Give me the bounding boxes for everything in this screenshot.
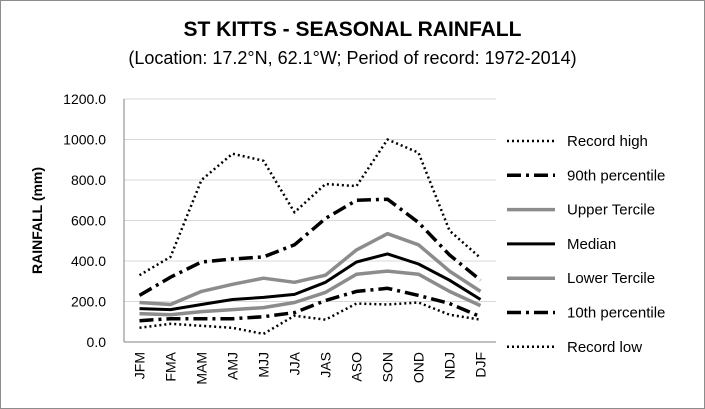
x-tick-labels: JFM FMA MAM AMJ MJJ JJA JAS ASO SON OND NDJ DJF bbox=[132, 351, 489, 384]
y-tick-label: 0.0 bbox=[87, 334, 107, 350]
x-tick-label: MAM bbox=[194, 352, 210, 385]
series-median-line bbox=[139, 252, 482, 312]
legend-label-upper-tercile: Upper Tercile bbox=[567, 202, 655, 219]
x-tick-label: JFM bbox=[132, 352, 148, 379]
y-tick-label: 400.0 bbox=[71, 253, 106, 269]
legend-label-90th-percentile: 90th percentile bbox=[567, 167, 665, 184]
series-lower-tercile-line bbox=[139, 269, 482, 317]
x-tick-label: SON bbox=[380, 352, 396, 382]
series-record-high-line bbox=[138, 138, 482, 277]
x-tick-label: NDJ bbox=[442, 352, 458, 379]
series-10th-percentile-line bbox=[139, 286, 482, 323]
axes bbox=[123, 99, 496, 343]
legend-label-10th-percentile: 10th percentile bbox=[567, 305, 665, 322]
x-tick-label: MJJ bbox=[256, 352, 272, 378]
y-axis-label: RAINFALL (mm) bbox=[29, 167, 45, 274]
series-upper-tercile-line bbox=[139, 231, 482, 307]
legend-label-lower-tercile: Lower Tercile bbox=[567, 270, 655, 287]
x-tick-label: FMA bbox=[163, 351, 179, 381]
x-tick-label: JAS bbox=[318, 352, 334, 378]
series-record-low-line bbox=[139, 301, 481, 336]
y-tick-label: 800.0 bbox=[71, 172, 106, 188]
y-tick-label: 600.0 bbox=[71, 213, 106, 229]
x-tick-label: JJA bbox=[287, 351, 303, 375]
chart-subtitle: (Location: 17.2°N, 62.1°W; Period of rec… bbox=[128, 48, 577, 68]
legend-label-record-high: Record high bbox=[567, 133, 648, 150]
legend-label-median: Median bbox=[567, 236, 616, 253]
y-tick-labels: 0.0 200.0 400.0 600.0 800.0 1000.0 1200.0 bbox=[63, 91, 106, 350]
x-tick-label: AMJ bbox=[225, 352, 241, 380]
chart-title: ST KITTS - SEASONAL RAINFALL bbox=[183, 18, 522, 41]
legend-label-record-low: Record low bbox=[567, 339, 642, 356]
y-tick-label: 1000.0 bbox=[63, 132, 106, 148]
x-tick-label: ASO bbox=[349, 352, 365, 382]
series-lines bbox=[138, 138, 482, 336]
x-tick-label: DJF bbox=[473, 352, 489, 378]
y-tick-label: 1200.0 bbox=[63, 91, 106, 107]
series-90th-percentile-line bbox=[138, 197, 482, 297]
y-tick-label: 200.0 bbox=[71, 294, 106, 310]
legend: Record high 90th percentile Upper Tercile M… bbox=[507, 133, 665, 356]
x-tick-label: OND bbox=[411, 352, 427, 383]
